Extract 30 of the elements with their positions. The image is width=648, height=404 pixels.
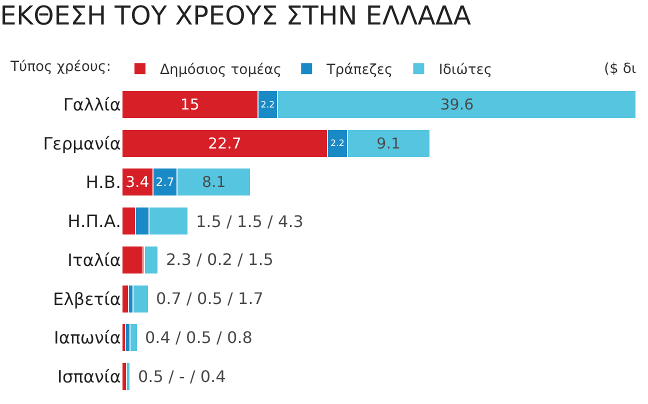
legend-label: Τράπεζες [326,62,393,78]
y-tick-label: Γαλλία [63,95,121,116]
data-label: 2.2 [260,100,275,110]
data-label: 2.2 [330,139,344,150]
bar [126,362,131,392]
data-label: 3.4 [125,173,150,192]
text: ($ δι [604,61,636,77]
y-tick-label: Ελβετία [52,290,121,310]
data-label: 22.7 [208,134,242,152]
bar [132,284,149,314]
annotation: 0.7 / 0.5 / 1.7 [156,289,264,308]
annotation: 2.3 / 0.2 / 1.5 [166,250,274,269]
y-tick-label: Η.Β. [86,173,121,194]
chart-title: ΕΚΘΕΣΗ ΤΟΥ ΧΡΕΟΥΣ ΣΤΗΝ ΕΛΛΑΔΑ [0,1,472,32]
legend-title: Τύπος χρέους: [9,59,111,76]
annotation: 0.4 / 0.5 / 0.8 [145,328,252,347]
y-tick-label: Η.Π.Α. [68,212,121,232]
annotation: 0.5 / - / 0.4 [138,367,226,386]
y-tick-label: Ιταλία [68,250,121,271]
data-label: 8.1 [202,173,226,192]
legend-label: Δημόσιος τομέας [160,62,282,78]
data-label: 9.1 [376,134,401,152]
data-label: 39.6 [440,95,474,114]
annotation: 1.5 / 1.5 / 4.3 [196,212,304,231]
y-tick-label: Ισπανία [57,368,121,388]
y-tick-label: Γερμανία [43,134,121,154]
data-label: 15 [180,95,200,114]
legend-label: Ιδιώτες [438,62,492,78]
y-tick-label: Ιαπωνία [54,328,121,349]
data-label: 2.7 [156,175,174,190]
